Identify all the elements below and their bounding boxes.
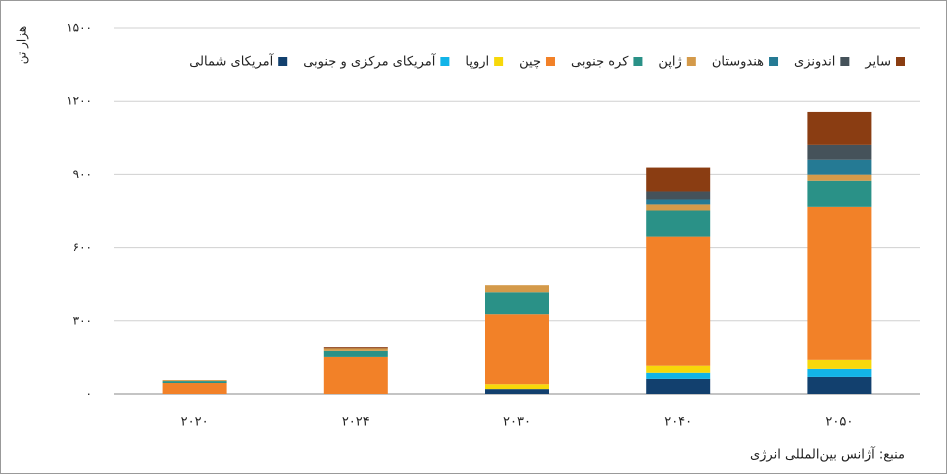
legend-label: کره جنوبی xyxy=(571,55,629,70)
bar-segment xyxy=(485,285,549,293)
bar-segment xyxy=(646,191,711,200)
bar-segment xyxy=(323,350,388,357)
bar-segment xyxy=(646,372,711,379)
legend-label: آمریکای مرکزی و جنوبی xyxy=(303,53,437,70)
x-tick-label: ۲۰۴۰ xyxy=(664,415,692,430)
bar-segment xyxy=(807,111,872,145)
legend-label: سایر xyxy=(864,55,891,70)
bar-segment xyxy=(485,314,549,385)
bar-segment xyxy=(162,381,227,384)
legend-swatch xyxy=(769,57,779,66)
legend-label: آمریکای شمالی xyxy=(189,53,274,70)
source: منبع: آژانس بین‌المللی انرژی xyxy=(750,446,905,463)
bar-segment xyxy=(323,356,388,394)
bar-segment xyxy=(646,236,711,366)
bar-segment xyxy=(646,210,711,237)
y-tick-label: ۳۰۰ xyxy=(73,313,92,327)
bar-segment xyxy=(162,380,227,382)
y-tick-label: ۱۲۰۰ xyxy=(66,94,92,108)
legend-swatch xyxy=(633,57,643,66)
bar-segment xyxy=(807,180,872,207)
bar-segment xyxy=(485,384,549,390)
legend-swatch xyxy=(494,57,504,66)
bar-segment xyxy=(162,383,227,394)
x-tick-label: ۲۰۲۰ xyxy=(181,415,209,430)
legend-label: ژاپن xyxy=(658,55,681,70)
legend-label: اروپا xyxy=(465,55,489,70)
legend-swatch xyxy=(686,57,696,66)
legend-label: هندوستان xyxy=(712,55,764,70)
legend-swatch xyxy=(440,57,450,66)
bar-segment xyxy=(485,292,549,315)
bar-segment xyxy=(807,359,872,369)
legend-swatch xyxy=(840,57,850,66)
y-tick-label: ۱۵۰۰ xyxy=(66,21,92,35)
y-axis-label: هزار تن xyxy=(15,26,30,64)
x-tick-label: ۲۰۳۰ xyxy=(503,415,531,430)
bar-segment xyxy=(646,167,711,192)
y-tick-label: ۶۰۰ xyxy=(73,240,92,254)
bar-segment xyxy=(323,347,388,349)
x-tick-label: ۲۰۲۴ xyxy=(342,415,370,430)
bar-segment xyxy=(485,389,549,394)
legend-label: اندونزی xyxy=(794,55,835,70)
bar-segment xyxy=(646,204,711,211)
legend-label: چین xyxy=(519,55,541,70)
bar-segment xyxy=(323,348,388,351)
bar-segment xyxy=(807,174,872,181)
bar-segment xyxy=(807,144,872,160)
bar-segment xyxy=(646,365,711,373)
bar-segment xyxy=(646,378,711,394)
bar-segment xyxy=(807,159,872,175)
bar-segment xyxy=(646,199,711,205)
y-tick-label: ۰ xyxy=(86,387,92,401)
bar-segment xyxy=(807,368,872,377)
y-tick-label: ۹۰۰ xyxy=(73,167,92,181)
legend-swatch xyxy=(896,57,905,66)
x-tick-label: ۲۰۵۰ xyxy=(825,415,853,430)
legend-swatch xyxy=(278,57,288,66)
legend-swatch xyxy=(545,57,555,66)
bar-segment xyxy=(807,206,872,360)
bar-segment xyxy=(807,376,872,394)
